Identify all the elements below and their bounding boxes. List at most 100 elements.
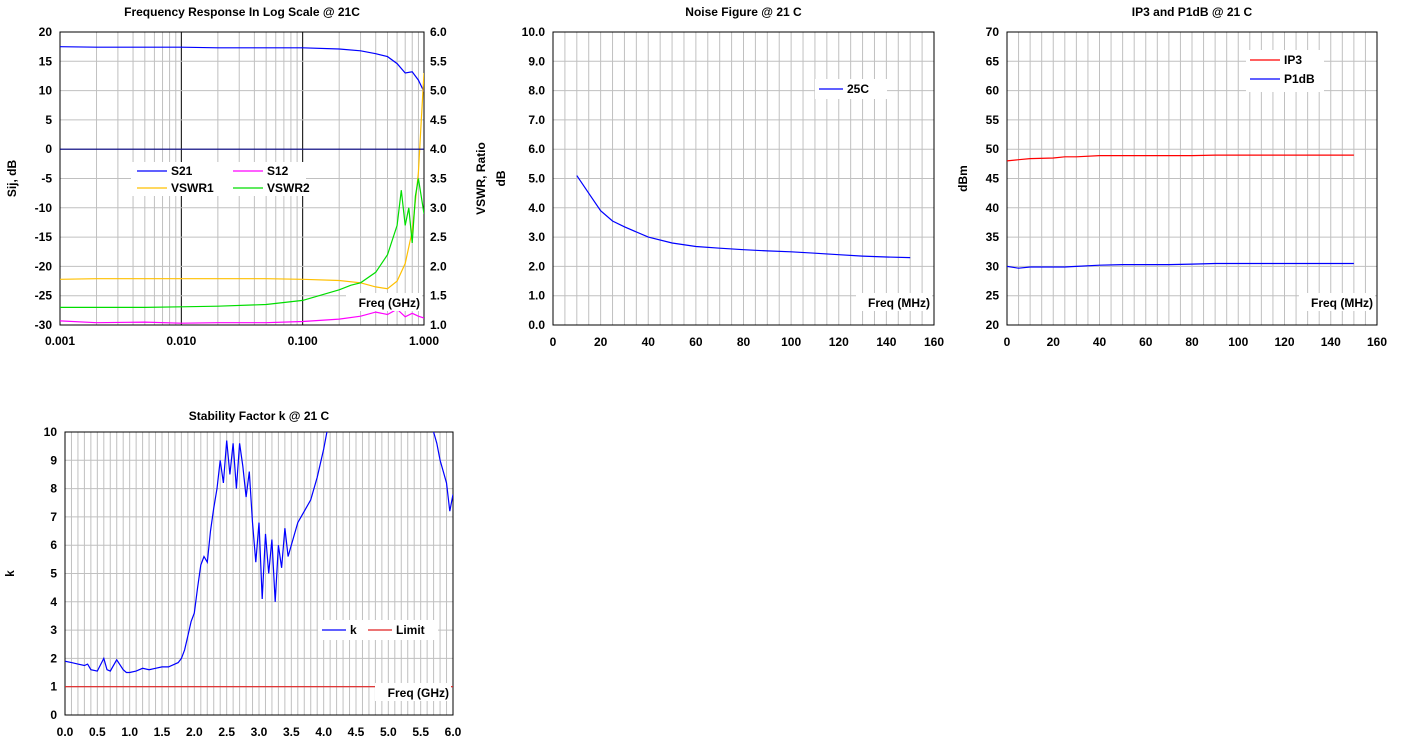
y-tick-label: 5	[45, 113, 52, 127]
y-tick-label: 1.0	[528, 289, 545, 303]
y2-tick-label: 5.5	[430, 54, 447, 68]
legend-label: S12	[267, 164, 289, 178]
x-tick-label: 6.0	[445, 725, 462, 739]
y-tick-label: 8	[50, 482, 57, 496]
y-tick-label: 35	[986, 230, 1000, 244]
k-grid	[64, 432, 453, 715]
y-tick-label: 25	[986, 289, 1000, 303]
y-tick-label: 0.0	[528, 318, 545, 332]
y-tick-label: 65	[986, 54, 1000, 68]
x-tick-label: 5.5	[412, 725, 429, 739]
series-25c	[576, 175, 911, 259]
freq-legend: S21 S12 VSWR1 VSWR2	[131, 162, 310, 196]
legend-box	[131, 162, 306, 196]
x-tick-label: 3.0	[251, 725, 268, 739]
x-tick-label: 60	[689, 335, 703, 349]
y-tick-label: 50	[986, 142, 1000, 156]
freq-x-label-box	[346, 293, 422, 311]
x-tick-label: 1.0	[121, 725, 138, 739]
y-tick-label: 30	[986, 259, 1000, 273]
x-tick-label: 20	[594, 335, 608, 349]
x-tick-label: 120	[829, 335, 849, 349]
ip3-x-label-box	[1299, 293, 1375, 311]
y2-tick-label: 2.5	[430, 230, 447, 244]
nf-grid	[552, 32, 934, 325]
y-tick-label: 0	[45, 142, 52, 156]
x-tick-label: 40	[1093, 335, 1107, 349]
legend-label: VSWR1	[171, 181, 214, 195]
legend-label: 25C	[847, 82, 869, 96]
y-tick-label: 10	[44, 425, 58, 439]
nf-y-axis-label: dB	[494, 170, 508, 186]
k-line-1	[432, 432, 453, 512]
y-tick-label: 55	[986, 113, 1000, 127]
y-tick-label: 2	[50, 651, 57, 665]
legend-label: S21	[171, 164, 193, 178]
y-tick-label: -20	[35, 259, 53, 273]
y-tick-label: 7.0	[528, 113, 545, 127]
x-tick-label: 0.100	[288, 334, 318, 348]
x-tick-label: 1.000	[409, 334, 439, 348]
y2-tick-label: 2.0	[430, 259, 447, 273]
x-tick-label: 80	[737, 335, 751, 349]
nf-plot-frame	[552, 31, 935, 326]
y-tick-label: -5	[41, 172, 52, 186]
y-tick-label: 1	[50, 680, 57, 694]
x-tick-label: 60	[1139, 335, 1153, 349]
legend-label: IP3	[1284, 53, 1302, 67]
x-tick-label: 140	[1321, 335, 1341, 349]
y-tick-label: 9.0	[528, 54, 545, 68]
x-tick-label: 0	[1004, 335, 1011, 349]
y2-tick-label: 3.0	[430, 201, 447, 215]
ip3-chart: 0 20 40 60 80 100 120 140 160 20 25 30 35 40 45 50 55 60 6…	[956, 5, 1387, 349]
x-tick-label: 0.0	[57, 725, 74, 739]
x-tick-label: 0.001	[45, 334, 75, 348]
legend-box	[1246, 50, 1324, 92]
ip3-series-group	[1007, 154, 1354, 269]
series-s21	[60, 46, 424, 93]
y-tick-label: -10	[35, 201, 53, 215]
y-tick-label: 40	[986, 201, 1000, 215]
k-title: Stability Factor k @ 21 C	[189, 409, 330, 423]
y-tick-label: 6	[50, 538, 57, 552]
freq-y-axis-label: Sij, dB	[5, 160, 19, 198]
legend-box	[815, 79, 887, 99]
legend-label: VSWR2	[267, 181, 310, 195]
y-tick-label: 3.0	[528, 230, 545, 244]
ip3-legend: IP3 P1dB	[1246, 50, 1324, 92]
k-y-axis-label: k	[3, 570, 17, 577]
y2-tick-label: 4.0	[430, 142, 447, 156]
x-tick-label: 2.0	[186, 725, 203, 739]
y-tick-label: -25	[35, 289, 53, 303]
y-tick-label: 70	[986, 25, 1000, 39]
x-tick-label: 4.5	[348, 725, 365, 739]
y2-tick-label: 1.5	[430, 289, 447, 303]
x-tick-label: 40	[642, 335, 656, 349]
x-tick-label: 20	[1047, 335, 1061, 349]
x-tick-label: 1.5	[154, 725, 171, 739]
series-k	[65, 432, 328, 674]
legend-label: Limit	[396, 623, 425, 637]
ip3-x-axis-label: Freq (MHz)	[1311, 296, 1373, 310]
legend-label: P1dB	[1284, 72, 1315, 86]
y-tick-label: 6.0	[528, 142, 545, 156]
y-tick-label: 4.0	[528, 201, 545, 215]
freq-series-group	[60, 46, 424, 324]
y-tick-label: 4	[50, 595, 57, 609]
x-tick-label: 120	[1274, 335, 1294, 349]
y-tick-label: 9	[50, 453, 57, 467]
y-tick-label: 3	[50, 623, 57, 637]
y-tick-label: 60	[986, 84, 1000, 98]
x-tick-label: 80	[1185, 335, 1199, 349]
freq-chart: 0.001 0.010 0.100 1.000 -30 -25 -20 -15 -10 -5 0 5 1…	[5, 5, 488, 348]
x-tick-label: 100	[1228, 335, 1248, 349]
y2-tick-label: 1.0	[430, 318, 447, 332]
y-tick-label: 20	[39, 25, 53, 39]
freq-title: Frequency Response In Log Scale @ 21C	[124, 5, 360, 19]
ip3-plot-frame	[1006, 31, 1378, 326]
k-legend: k Limit	[318, 620, 438, 640]
y2-tick-label: 5.0	[430, 84, 447, 98]
x-tick-label: 0.5	[89, 725, 106, 739]
nf-series-group	[576, 175, 911, 259]
